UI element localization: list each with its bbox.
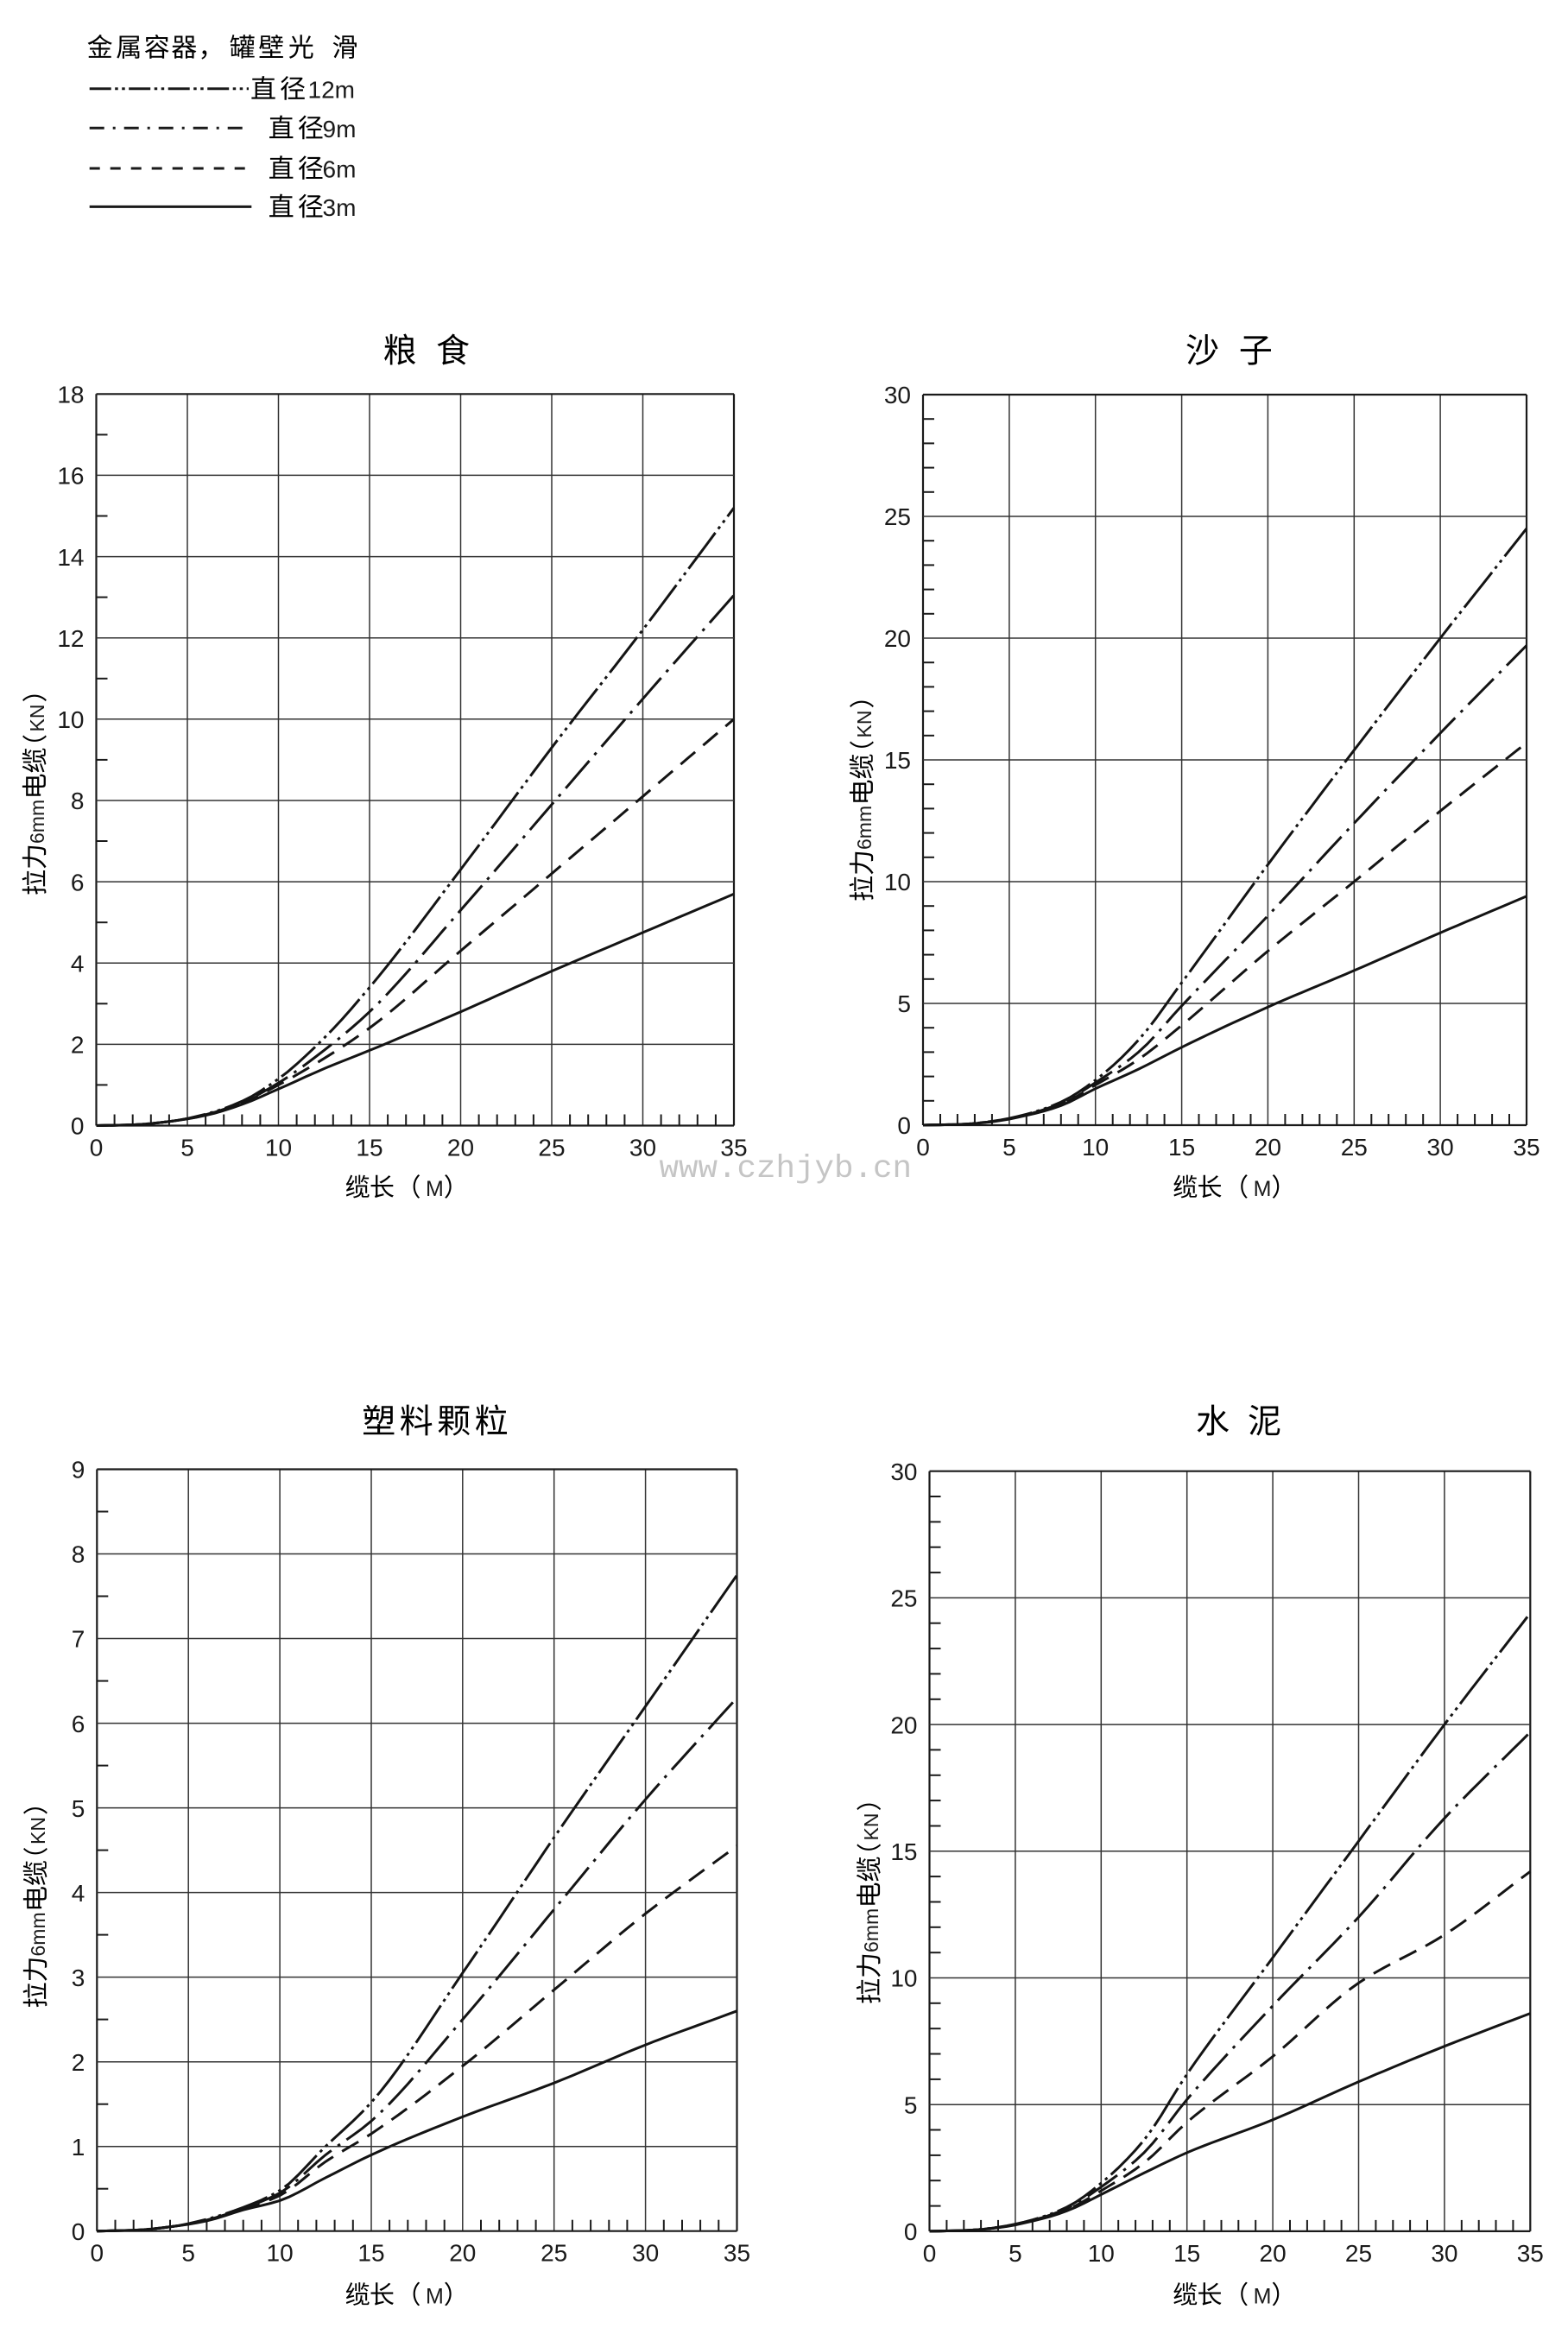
svg-text:M: M xyxy=(426,2285,444,2309)
svg-text:30: 30 xyxy=(1427,1134,1454,1161)
svg-text:2: 2 xyxy=(72,2049,85,2076)
svg-text:10: 10 xyxy=(267,2240,294,2267)
svg-text:10: 10 xyxy=(1082,1134,1109,1161)
svg-text:8: 8 xyxy=(71,788,85,814)
svg-text:35: 35 xyxy=(1517,2240,1544,2267)
svg-text:30: 30 xyxy=(884,382,911,408)
svg-text:35: 35 xyxy=(720,1135,747,1161)
svg-text:35: 35 xyxy=(1513,1134,1540,1161)
svg-text:9m: 9m xyxy=(323,116,357,142)
svg-text:5: 5 xyxy=(1008,2240,1022,2267)
svg-text:0: 0 xyxy=(904,2218,918,2245)
svg-text:M: M xyxy=(1254,1177,1272,1201)
svg-text:18: 18 xyxy=(57,382,84,408)
svg-text:4: 4 xyxy=(71,950,85,977)
svg-text:3m: 3m xyxy=(323,194,357,221)
svg-text:8: 8 xyxy=(72,1541,85,1568)
svg-text:10: 10 xyxy=(890,1965,917,1992)
svg-text:0: 0 xyxy=(72,2218,85,2245)
svg-text:15: 15 xyxy=(890,1838,917,1865)
svg-text:5: 5 xyxy=(897,990,911,1017)
svg-text:35: 35 xyxy=(724,2240,750,2267)
svg-text:25: 25 xyxy=(1345,2240,1372,2267)
svg-text:6mm: 6mm xyxy=(26,800,48,844)
svg-text:10: 10 xyxy=(1088,2240,1115,2267)
svg-text:5: 5 xyxy=(72,1795,85,1822)
svg-text:5: 5 xyxy=(180,1135,194,1161)
svg-text:2: 2 xyxy=(71,1032,85,1059)
svg-text:6mm: 6mm xyxy=(860,1908,882,1952)
svg-text:25: 25 xyxy=(890,1585,917,1612)
svg-text:6: 6 xyxy=(71,869,85,895)
svg-text:20: 20 xyxy=(447,1135,474,1161)
svg-text:25: 25 xyxy=(538,1135,565,1161)
svg-text:30: 30 xyxy=(1431,2240,1457,2267)
svg-text:20: 20 xyxy=(890,1711,917,1738)
svg-text:0: 0 xyxy=(923,2240,937,2267)
svg-text:5: 5 xyxy=(1002,1134,1016,1161)
svg-text:15: 15 xyxy=(1173,2240,1200,2267)
svg-text:0: 0 xyxy=(91,2240,104,2267)
svg-text:10: 10 xyxy=(884,869,911,895)
svg-text:10: 10 xyxy=(57,706,84,733)
svg-text:5: 5 xyxy=(904,2091,918,2118)
svg-text:15: 15 xyxy=(884,747,911,774)
svg-text:M: M xyxy=(1254,2285,1272,2309)
svg-text:6: 6 xyxy=(72,1711,85,1737)
svg-text:20: 20 xyxy=(1255,1134,1281,1161)
svg-text:KN: KN xyxy=(27,1817,49,1844)
svg-text:KN: KN xyxy=(26,705,48,732)
svg-text:3: 3 xyxy=(72,1965,85,1991)
svg-text:0: 0 xyxy=(90,1135,104,1161)
svg-text:25: 25 xyxy=(1341,1134,1368,1161)
svg-text:M: M xyxy=(426,1177,444,1201)
svg-text:30: 30 xyxy=(629,1135,656,1161)
svg-text:6mm: 6mm xyxy=(27,1912,49,1956)
svg-text:30: 30 xyxy=(890,1458,917,1485)
svg-text:9: 9 xyxy=(72,1457,85,1484)
svg-text:7: 7 xyxy=(72,1626,85,1653)
svg-text:20: 20 xyxy=(884,625,911,652)
svg-text:15: 15 xyxy=(356,1135,383,1161)
svg-text:10: 10 xyxy=(265,1135,292,1161)
svg-text:www.czhjyb.cn: www.czhjyb.cn xyxy=(660,1151,913,1187)
svg-text:30: 30 xyxy=(632,2240,659,2267)
svg-text:6mm: 6mm xyxy=(853,806,876,850)
svg-text:0: 0 xyxy=(897,1112,911,1139)
svg-text:0: 0 xyxy=(916,1134,930,1161)
svg-text:16: 16 xyxy=(57,463,84,490)
svg-text:20: 20 xyxy=(1260,2240,1287,2267)
svg-text:20: 20 xyxy=(449,2240,476,2267)
svg-text:6m: 6m xyxy=(323,156,357,183)
svg-text:KN: KN xyxy=(860,1813,882,1841)
svg-text:12: 12 xyxy=(57,625,84,652)
svg-text:0: 0 xyxy=(71,1113,85,1140)
svg-text:25: 25 xyxy=(541,2240,567,2267)
svg-text:12m: 12m xyxy=(308,76,355,103)
svg-text:15: 15 xyxy=(357,2240,384,2267)
svg-text:1: 1 xyxy=(72,2134,85,2161)
svg-text:4: 4 xyxy=(72,1880,85,1907)
svg-text:5: 5 xyxy=(181,2240,195,2267)
svg-text:14: 14 xyxy=(57,544,84,571)
svg-text:25: 25 xyxy=(884,503,911,530)
svg-text:KN: KN xyxy=(853,711,876,738)
svg-text:15: 15 xyxy=(1168,1134,1195,1161)
